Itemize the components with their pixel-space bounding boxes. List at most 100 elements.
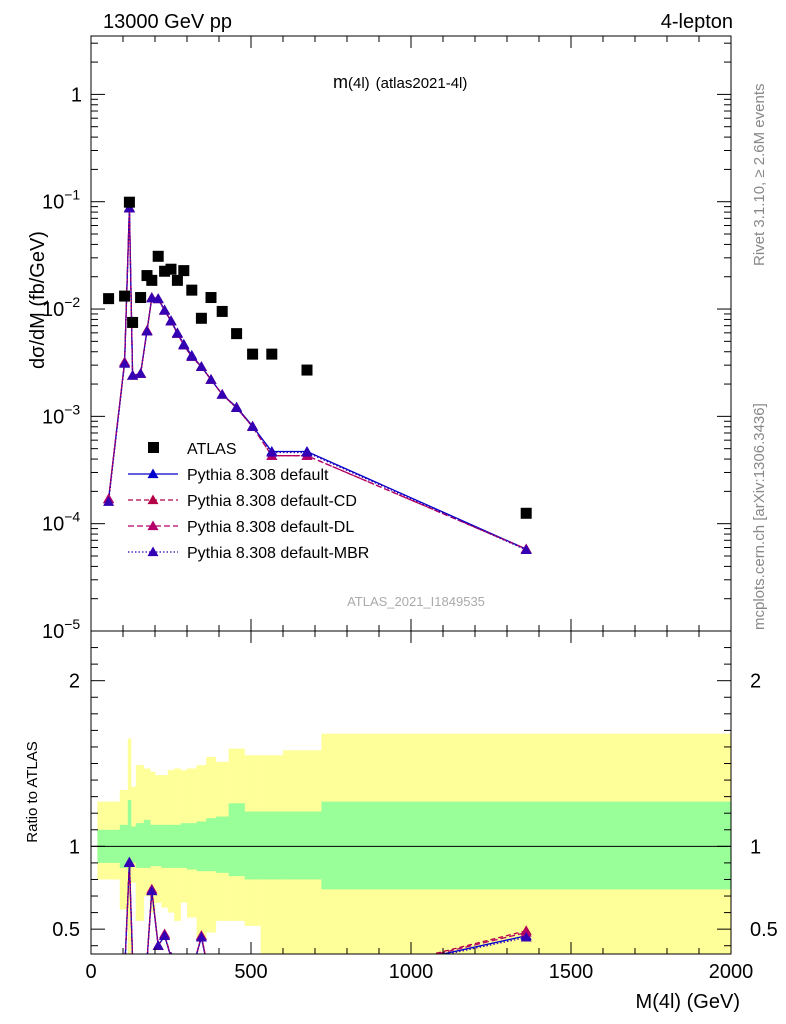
atlas-point — [165, 263, 177, 275]
ratio-mc-point — [119, 967, 130, 977]
ratio-mc-point — [132, 953, 133, 954]
ratio-y-tick-label-right: 1 — [750, 836, 761, 858]
ratio-mc-point — [217, 978, 228, 988]
main-frame — [90, 35, 732, 632]
ratio-uncertainty-bands — [97, 733, 731, 954]
main-mc-point — [165, 315, 177, 326]
ratio-frame — [90, 630, 732, 955]
ratio-mc-point — [302, 978, 313, 988]
main-y-tick-label: 10−4 — [42, 509, 80, 536]
main-title: m(4l) (atlas2021-4l) — [333, 72, 467, 92]
stat-uncertainty-band — [150, 824, 156, 867]
ratio-mc-point — [132, 953, 133, 954]
x-tick-label: 1500 — [549, 961, 594, 983]
legend-marker — [147, 494, 159, 505]
ratio-mc-point — [177, 953, 178, 954]
main-mc-point — [195, 361, 207, 371]
channel-label: 4-lepton — [661, 11, 733, 33]
ratio-mc-point — [206, 978, 217, 988]
x-tick-label: 1000 — [389, 961, 434, 983]
ratio-mc-point — [177, 953, 178, 954]
main-mc-point — [159, 304, 171, 315]
main-atlas-points — [103, 196, 532, 519]
main-mc-point — [127, 370, 139, 380]
ratio-mc-point — [142, 955, 153, 965]
ratio-mc-point — [178, 973, 189, 983]
ratio-mc-point — [206, 978, 217, 988]
atlas-point — [123, 196, 135, 208]
x-tick-label: 0 — [85, 961, 96, 983]
ratio-mc-point — [135, 974, 146, 984]
ratio-mc-point — [159, 930, 171, 940]
ratio-mc-point — [186, 965, 197, 975]
legend: ATLAS Pythia 8.308 default Pythia 8.308 de… — [128, 441, 369, 562]
site-info: mcplots.cern.ch [arXiv:1306.3436] — [751, 403, 768, 630]
ratio-mc-point — [302, 980, 313, 990]
legend-marker — [147, 546, 159, 557]
ratio-mc-point — [103, 1004, 114, 1014]
x-axis-label: M(4l) (GeV) — [636, 991, 740, 1013]
main-y-axis-label: dσ/dM (fb/GeV) — [27, 231, 49, 369]
ratio-mc-point — [520, 926, 532, 937]
atlas-point — [301, 364, 313, 376]
ratio-mc-point — [178, 973, 189, 983]
atlas-point — [119, 290, 131, 302]
main-y-tick-label: 10−3 — [42, 401, 80, 428]
atlas-point — [178, 265, 190, 277]
ratio-mc-point — [186, 967, 197, 977]
stat-uncertainty-band — [260, 811, 284, 880]
main-mc-point — [171, 328, 183, 338]
rivet-info: Rivet 3.1.10, ≥ 2.6M events — [751, 84, 768, 267]
ratio-mc-point — [119, 967, 130, 977]
ratio-mc-point — [206, 978, 217, 988]
legend-atlas-marker — [148, 442, 159, 453]
ratio-mc-point — [132, 953, 133, 954]
ratio-mc-point — [302, 978, 313, 988]
ratio-mc-point — [103, 1004, 114, 1014]
ratio-mc-point — [266, 988, 277, 998]
x-tick-label: 500 — [234, 961, 267, 983]
legend-label: Pythia 8.308 default-MBR — [187, 545, 369, 562]
atlas-point — [195, 312, 207, 324]
ratio-mc-point — [217, 978, 228, 988]
atlas-point — [171, 274, 183, 286]
ratio-mc-curves — [103, 856, 532, 1014]
ratio-mc-point — [123, 857, 135, 868]
legend-marker — [147, 520, 159, 531]
atlas-point — [103, 293, 115, 305]
ratio-mc-point — [302, 980, 313, 990]
ratio-mc-point — [177, 953, 178, 954]
main-mc-point — [186, 351, 198, 361]
ratio-mc-point — [186, 967, 197, 977]
main-y-tick-label: 10−5 — [42, 616, 80, 643]
main-mc-point — [247, 421, 259, 431]
ratio-mc-point — [152, 940, 164, 950]
atlas-point — [135, 292, 147, 304]
main-mc-point — [520, 544, 532, 555]
ratio-mc-point — [119, 967, 130, 977]
main-y-tick-label: 1 — [71, 84, 82, 106]
atlas-point — [247, 348, 259, 360]
main-mc-point — [103, 496, 115, 506]
ratio-mc-point — [169, 951, 173, 954]
stat-uncertainty-band — [180, 823, 188, 868]
atlas-point — [146, 274, 158, 286]
main-mc-point — [178, 339, 190, 350]
stat-uncertainty-band — [143, 819, 151, 868]
ratio-y-axis-label: Ratio to ATLAS — [24, 741, 41, 842]
atlas-point — [520, 507, 532, 519]
atlas-point — [186, 284, 198, 296]
main-y-tick-label: 10−1 — [42, 187, 80, 214]
atlas-point — [216, 305, 228, 317]
main-y-tick-label: 10−2 — [42, 294, 80, 321]
atlas-point — [266, 348, 278, 360]
stat-uncertainty-band — [321, 801, 731, 890]
ratio-mc-point — [266, 988, 277, 998]
main-mc-point — [301, 447, 313, 457]
legend-label: ATLAS — [187, 441, 237, 458]
atlas-point — [159, 265, 171, 277]
ratio-axis-ticks: 0 500 1000 1500 2000 0.5 0.5 1 1 2 2 — [52, 630, 778, 983]
stat-uncertainty-band — [244, 811, 261, 880]
energy-label: 13000 GeV pp — [103, 11, 232, 33]
